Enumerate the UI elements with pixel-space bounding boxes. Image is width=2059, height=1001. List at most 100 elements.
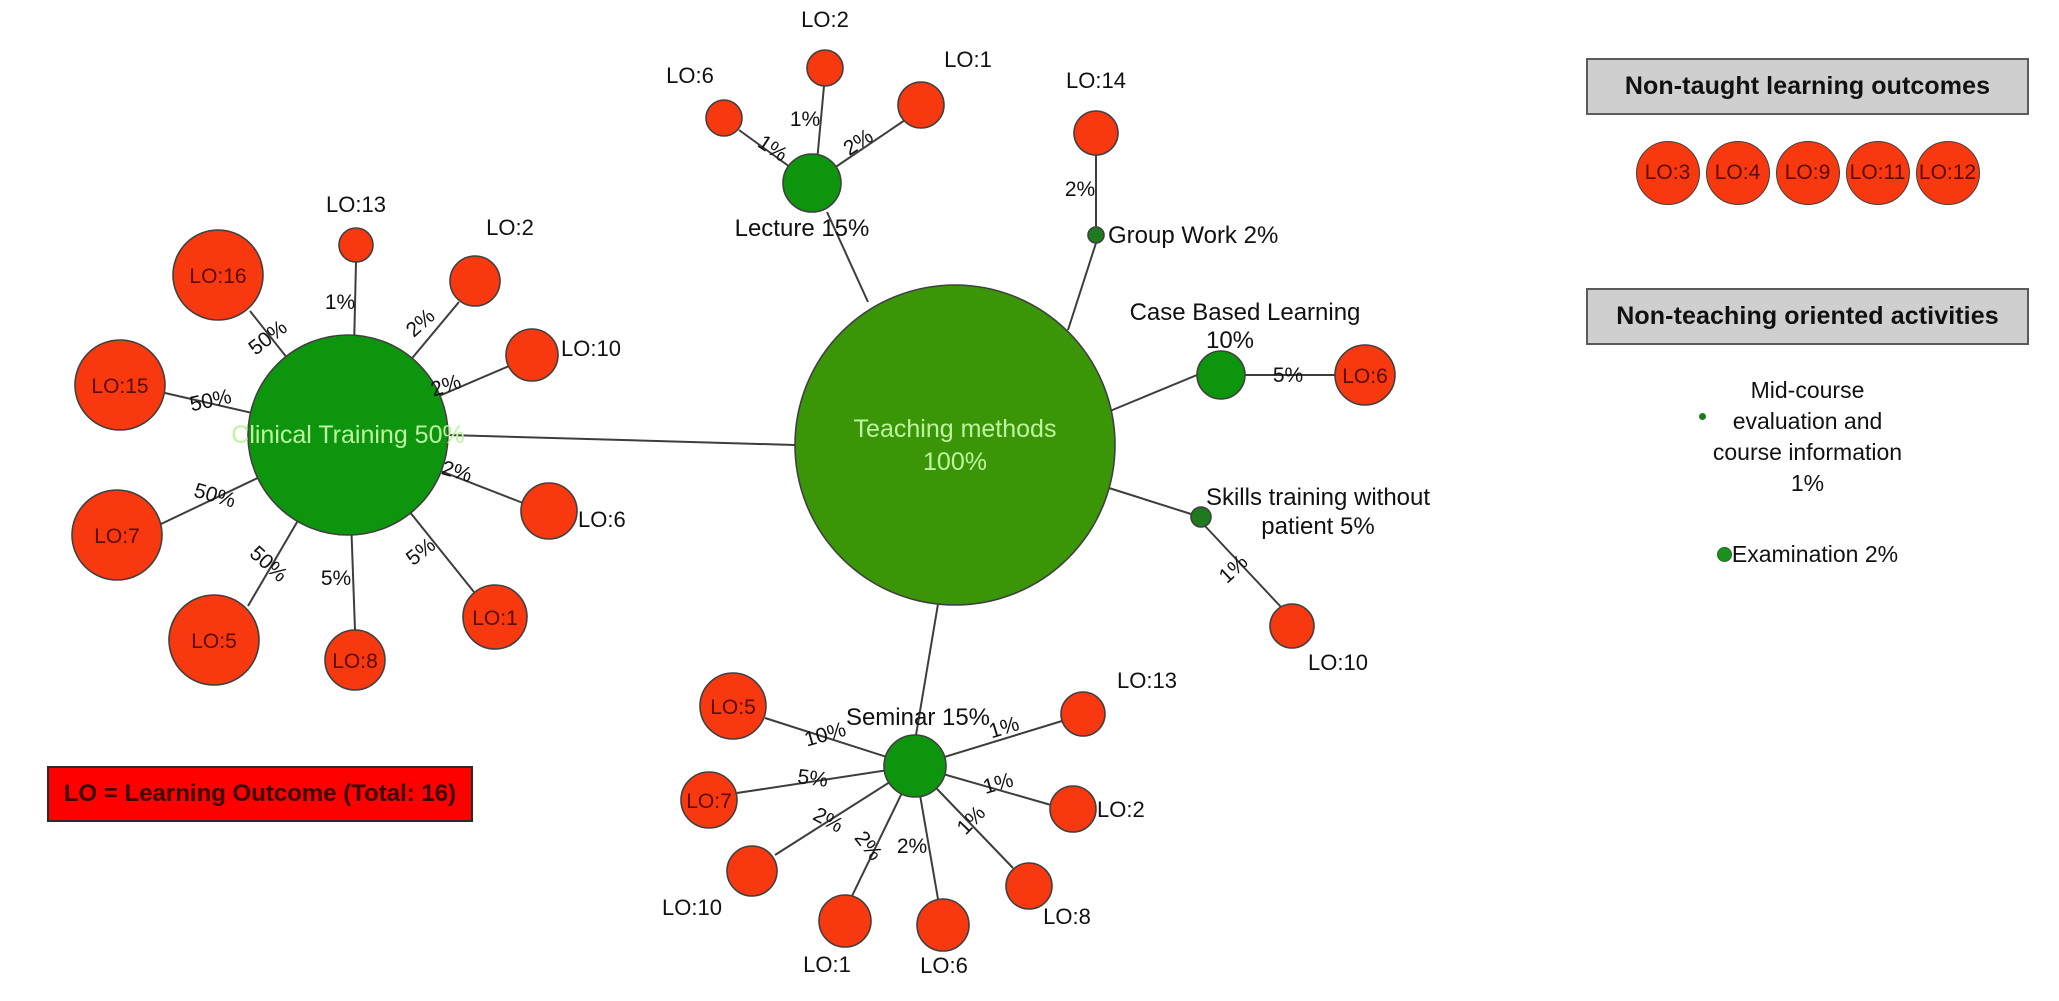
non-taught-chip[interactable]: LO:9 xyxy=(1775,141,1840,205)
pct-clinical-lo8: 5% xyxy=(321,567,351,590)
pct-seminar-lo13: 1% xyxy=(986,712,1022,743)
midcourse-line2: evaluation and xyxy=(1732,408,1883,435)
pct-clinical-lo7: 50% xyxy=(191,479,238,513)
edge-teaching-clinical xyxy=(447,434,796,446)
cbl-label-line2: 10% xyxy=(1206,327,1254,354)
activity-midcourse: Mid-course evaluation and course informa… xyxy=(1586,375,2029,499)
method-node-seminar[interactable] xyxy=(883,734,947,798)
lo-node-clinical-lo8[interactable] xyxy=(324,629,386,691)
lo-label-clinical-lo8: LO:8 xyxy=(332,650,378,673)
lo-label-clinical-lo10: LO:10 xyxy=(561,336,621,361)
skills-label-line2: patient 5% xyxy=(1261,513,1374,540)
lo-node-lecture-lo2[interactable] xyxy=(806,49,844,87)
lo-label-clinical-lo2: LO:2 xyxy=(486,215,534,240)
non-taught-chip-row: LO:3 LO:4 LO:9 LO:11 LO:12 xyxy=(1586,141,2029,205)
panel-non-taught-title: Non-taught learning outcomes xyxy=(1586,58,2029,115)
lo-label-clinical-lo7: LO:7 xyxy=(94,525,140,548)
method-node-clinical[interactable] xyxy=(247,334,449,536)
method-node-teaching[interactable] xyxy=(794,284,1116,606)
non-taught-chip[interactable]: LO:11 xyxy=(1845,141,1910,205)
pct-clinical-lo10: 2% xyxy=(428,370,464,401)
lo-node-seminar-lo8[interactable] xyxy=(1005,862,1053,910)
lo-label-lecture-lo1: LO:1 xyxy=(944,47,992,72)
pct-seminar-lo7: 5% xyxy=(796,765,829,792)
lo-node-clinical-lo2[interactable] xyxy=(449,255,501,307)
edge-skills-lo10 xyxy=(1204,525,1282,608)
lo-label-clinical-lo15: LO:15 xyxy=(91,375,148,398)
lo-label-seminar-lo2: LO:2 xyxy=(1097,797,1145,822)
midcourse-line4: 1% xyxy=(1790,470,1825,497)
edge-teaching-skills xyxy=(1108,487,1192,515)
lo-node-seminar-lo6[interactable] xyxy=(916,898,970,952)
seminar-label: Seminar 15% xyxy=(846,704,990,731)
method-node-cbl[interactable] xyxy=(1196,350,1246,400)
lo-node-skills-lo10[interactable] xyxy=(1269,603,1315,649)
edge-teaching-groupwork xyxy=(1067,242,1097,331)
lo-node-seminar-lo5[interactable] xyxy=(699,672,767,740)
pct-lecture-lo1: 2% xyxy=(839,125,877,161)
non-taught-chip[interactable]: LO:3 xyxy=(1635,141,1700,205)
lo-label-seminar-lo7: LO:7 xyxy=(686,790,732,813)
lo-node-clinical-lo1[interactable] xyxy=(462,584,528,650)
midcourse-line1: Mid-course xyxy=(1750,377,1865,403)
lo-node-clinical-lo13[interactable] xyxy=(338,227,374,263)
lo-node-seminar-lo1[interactable] xyxy=(818,894,872,948)
lo-label-seminar-lo1: LO:1 xyxy=(803,952,851,977)
pct-skills-lo10: 1% xyxy=(1215,550,1253,588)
examination-label: Examination 2% xyxy=(1731,541,1899,568)
pct-clinical-lo6: 2% xyxy=(439,457,475,487)
pct-seminar-lo6: 2% xyxy=(897,835,927,858)
non-taught-chip[interactable]: LO:12 xyxy=(1915,141,1980,205)
method-node-lecture[interactable] xyxy=(782,153,842,213)
lo-text-labels: LO:16 LO:15 LO:7 LO:5 LO:8 LO:1 LO:6 LO:… xyxy=(91,7,1387,978)
non-taught-chip[interactable]: LO:4 xyxy=(1705,141,1770,205)
lo-label-seminar-lo6: LO:6 xyxy=(920,953,968,978)
lo-label-groupwork-lo14: LO:14 xyxy=(1066,68,1126,93)
lo-label-lecture-lo2: LO:2 xyxy=(801,7,849,32)
lo-node-cbl-lo6[interactable] xyxy=(1334,344,1396,406)
edge-teaching-seminar xyxy=(915,603,939,736)
lo-node-lecture-lo1[interactable] xyxy=(897,81,945,129)
lo-total-legend-text: LO = Learning Outcome (Total: 16) xyxy=(63,780,457,807)
lecture-label: Lecture 15% xyxy=(735,215,870,242)
method-node-skills[interactable] xyxy=(1190,506,1212,528)
midcourse-marker-dot xyxy=(1699,413,1706,420)
pct-cbl-lo6: 5% xyxy=(1273,364,1303,387)
pct-lecture-lo6: 1% xyxy=(754,131,792,167)
method-outer-labels: Lecture 15% Seminar 15% Case Based Learn… xyxy=(735,215,1431,731)
lo-label-clinical-lo6: LO:6 xyxy=(578,507,626,532)
lo-node-clinical-lo16[interactable] xyxy=(172,229,264,321)
pct-seminar-lo1: 2% xyxy=(850,827,887,865)
pct-clinical-lo15: 50% xyxy=(188,385,234,416)
lo-label-clinical-lo1: LO:1 xyxy=(472,607,518,630)
lo-node-groupwork-lo14[interactable] xyxy=(1073,110,1119,156)
lo-node-group xyxy=(71,49,1396,952)
lo-node-clinical-lo7[interactable] xyxy=(71,489,163,581)
lo-label-seminar-lo8: LO:8 xyxy=(1043,904,1091,929)
lo-node-clinical-lo15[interactable] xyxy=(74,339,166,431)
lo-node-seminar-lo10[interactable] xyxy=(726,845,778,897)
cbl-label-line1: Case Based Learning xyxy=(1130,299,1361,326)
lo-node-seminar-lo13[interactable] xyxy=(1060,691,1106,737)
lo-node-clinical-lo10[interactable] xyxy=(505,328,559,382)
panel-non-teaching-title: Non-teaching oriented activities xyxy=(1586,288,2029,345)
lo-node-seminar-lo7[interactable] xyxy=(680,771,738,829)
pct-clinical-lo1: 5% xyxy=(402,533,440,570)
clinical-label: Clinical Training 50% xyxy=(231,421,464,449)
method-node-groupwork[interactable] xyxy=(1087,226,1105,244)
lo-label-skills-lo10: LO:10 xyxy=(1308,650,1368,675)
lo-node-clinical-lo5[interactable] xyxy=(168,594,260,686)
teaching-label-line2: 100% xyxy=(923,448,987,476)
lo-node-seminar-lo2[interactable] xyxy=(1049,785,1097,833)
skills-label-line1: Skills training without xyxy=(1206,484,1430,511)
lo-label-seminar-lo13: LO:13 xyxy=(1117,668,1177,693)
panel-non-teaching: Non-teaching oriented activities Mid-cou… xyxy=(1586,288,2029,568)
lo-node-clinical-lo6[interactable] xyxy=(520,482,578,540)
pct-clinical-lo13: 1% xyxy=(325,291,355,314)
lo-node-lecture-lo6[interactable] xyxy=(705,99,743,137)
lo-total-legend: LO = Learning Outcome (Total: 16) xyxy=(47,766,473,822)
pct-groupwork-lo14: 2% xyxy=(1065,178,1095,201)
pct-seminar-lo5: 10% xyxy=(802,718,849,752)
lo-label-cbl-lo6: LO:6 xyxy=(1342,365,1388,388)
